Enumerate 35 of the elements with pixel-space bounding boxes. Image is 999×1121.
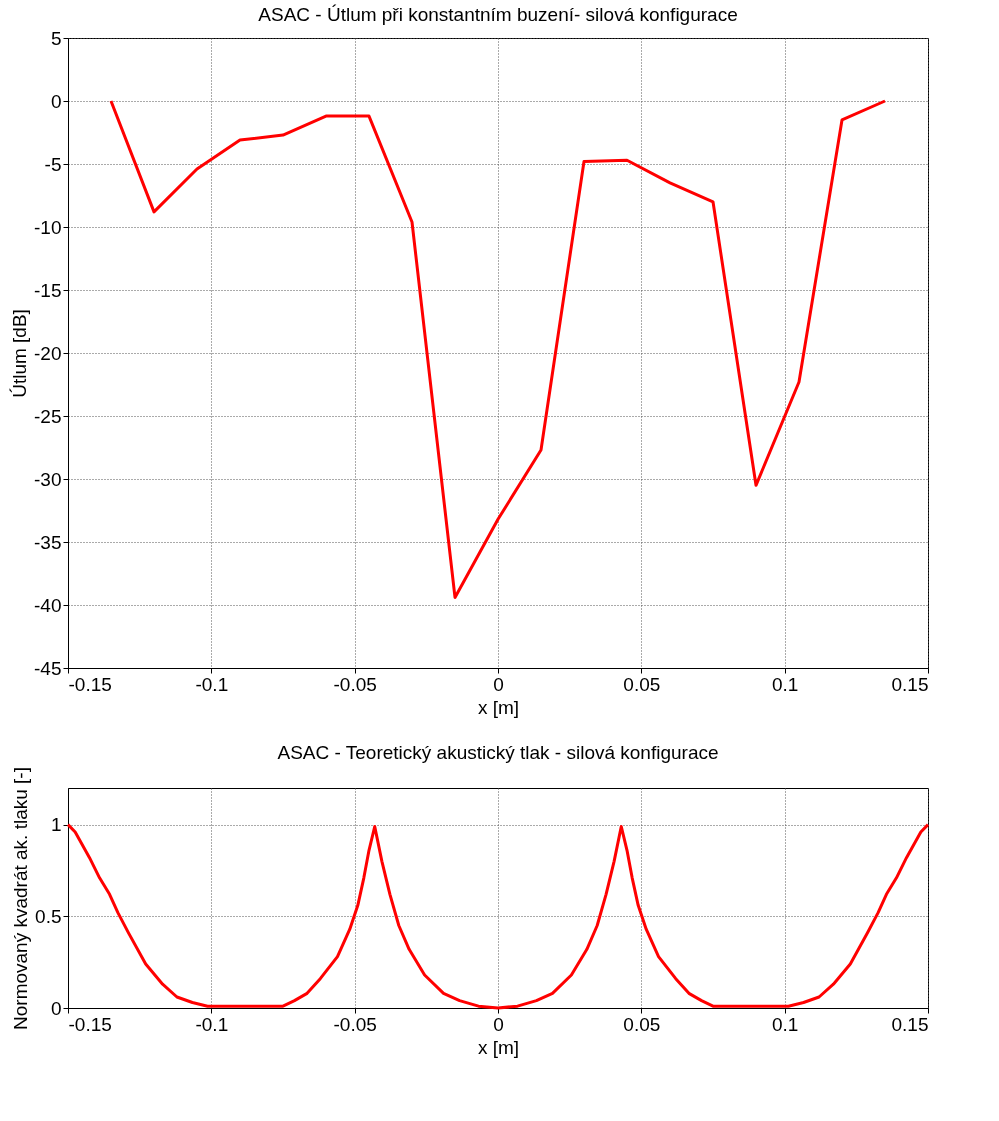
x-tick-label: 0.05 [623, 673, 661, 695]
y-tick-label: 0 [50, 90, 62, 112]
x-tick-label: 0.05 [623, 1013, 661, 1035]
y-tick-label: 1 [50, 814, 62, 836]
y-tick-label: -25 [34, 405, 62, 427]
chart-title: ASAC - Útlum při konstantním buzení- silová konfigurace [258, 4, 738, 25]
y-tick-label: 5 [50, 27, 62, 49]
x-tick-label: -0.1 [195, 673, 229, 695]
y-axis-title: Útlum [dB] [9, 309, 31, 398]
x-tick-label: 0.15 [891, 673, 929, 695]
chart-title: ASAC - Teoretický akustický tlak - silová konfigurace [277, 741, 719, 763]
x-tick-label: -0.15 [68, 673, 112, 695]
y-tick-label: -15 [34, 279, 62, 301]
y-axis-title: Normovaný kvadrát ak. tlaku [-] [10, 767, 32, 1030]
x-tick-label: 0.15 [891, 1013, 929, 1035]
y-tick-label: -35 [34, 531, 62, 553]
y-tick-label: -40 [34, 594, 62, 616]
x-tick-label: -0.05 [333, 673, 377, 695]
x-tick-label: -0.05 [333, 1013, 377, 1035]
y-tick-label: -30 [34, 468, 62, 490]
x-axis-title: x [m] [477, 696, 520, 718]
x-tick-label: 0 [493, 1013, 504, 1035]
y-tick-label: 0 [50, 997, 62, 1019]
x-tick-label: -0.1 [195, 1013, 229, 1035]
y-tick-label: -10 [34, 216, 62, 238]
y-tick-label: -5 [44, 153, 62, 175]
x-tick-label: 0.1 [771, 673, 799, 695]
x-axis-title: x [m] [477, 1036, 520, 1058]
y-tick-label: -20 [34, 342, 62, 364]
line-series [109, 99, 887, 599]
x-tick-label: 0 [493, 673, 504, 695]
y-tick-label: -45 [34, 657, 62, 679]
y-tick-label: 0.5 [35, 905, 62, 927]
x-tick-label: 0.1 [771, 1013, 799, 1035]
x-tick-label: -0.15 [68, 1013, 112, 1035]
